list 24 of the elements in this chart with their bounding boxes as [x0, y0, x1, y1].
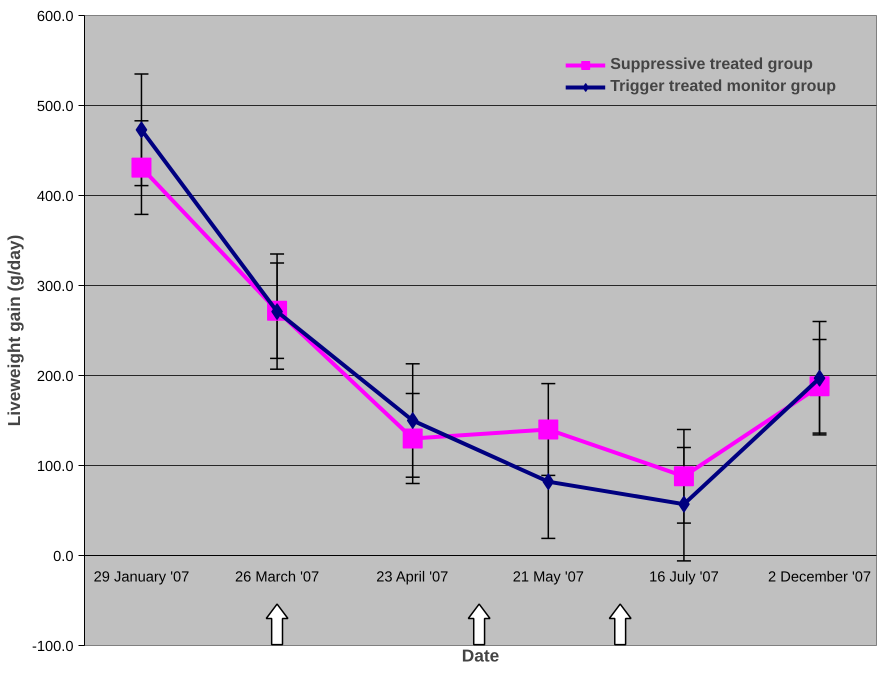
y-axis-title: Liveweight gain (g/day): [4, 234, 24, 426]
y-tick-label: -100.0: [32, 639, 74, 655]
x-axis-title: Date: [462, 646, 500, 666]
y-tick-label: 600.0: [36, 9, 74, 25]
point: [131, 158, 152, 178]
x-tick-label: 29 January '07: [94, 570, 190, 586]
x-tick-label: 21 May '07: [512, 570, 584, 586]
y-tick-label: 200.0: [36, 369, 74, 385]
x-tick-label: 23 April '07: [376, 570, 448, 586]
point: [402, 428, 423, 448]
point: [406, 412, 419, 429]
legend-label: Trigger treated monitor group: [610, 78, 836, 96]
y-tick-label: 400.0: [36, 189, 74, 205]
y-tick-label: 500.0: [36, 99, 74, 115]
y-tick-label: 300.0: [36, 279, 74, 295]
x-tick-label: 26 March '07: [234, 570, 320, 586]
point: [542, 473, 554, 490]
y-tick-label: 100.0: [36, 459, 74, 475]
point: [674, 466, 694, 486]
x-tick-label: 16 July '07: [649, 570, 719, 586]
x-tick-label: 2 December '07: [768, 570, 872, 586]
y-tick-label: 0.0: [53, 549, 74, 565]
point: [538, 420, 558, 440]
legend-label: Suppressive treated group: [610, 56, 813, 74]
